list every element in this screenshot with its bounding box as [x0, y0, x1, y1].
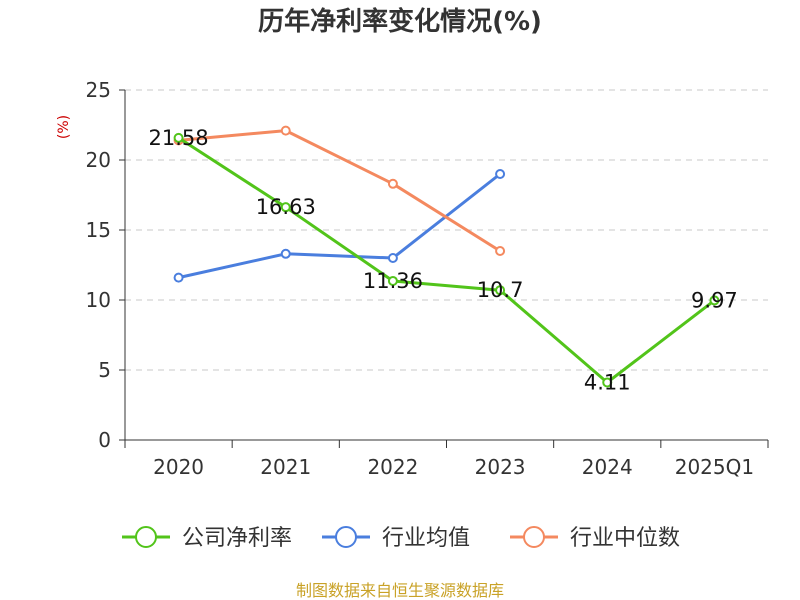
x-tick-label: 2021 — [260, 455, 311, 479]
data-label: 21.58 — [149, 126, 209, 150]
data-point — [495, 169, 506, 179]
data-point — [173, 132, 184, 143]
axes: 0 5 10 15 20 25 2020 2021 2022 2023 2024 2025Q1 — [86, 78, 769, 479]
legend-label: 公司净利率 — [182, 526, 292, 551]
legend-item-1[interactable]: 行业均值 — [322, 526, 470, 551]
data-point — [280, 202, 291, 213]
source-note: 制图数据来自恒生聚源数据库 — [296, 581, 504, 600]
data-point — [495, 246, 506, 256]
x-tick-label: 2023 — [475, 455, 526, 479]
series — [173, 125, 720, 388]
y-tick-label: 15 — [86, 218, 111, 242]
grid — [125, 89, 768, 371]
series-line-1 — [178, 172, 502, 280]
chart-title: 历年净利率变化情况(%) — [258, 6, 542, 37]
y-tick-label: 10 — [86, 288, 111, 312]
legend-item-2[interactable]: 行业中位数 — [510, 526, 680, 551]
data-labels: 21.58 16.63 11.36 10.7 4.11 9.97 — [149, 126, 738, 395]
series-line-0 — [177, 136, 716, 384]
y-tick-label: 25 — [86, 78, 111, 102]
x-tick-label: 2022 — [367, 455, 418, 479]
legend-label: 行业均值 — [382, 526, 470, 551]
data-point — [387, 275, 398, 286]
legend-marker — [135, 526, 157, 548]
x-tick-label: 2025Q1 — [675, 455, 754, 479]
data-point — [173, 272, 184, 283]
y-tick-label: 5 — [98, 358, 111, 382]
data-label: 11.36 — [363, 269, 423, 293]
data-label: 16.63 — [256, 195, 316, 219]
data-point — [495, 285, 506, 296]
x-tick-label: 2024 — [582, 455, 633, 479]
data-label: 10.7 — [477, 278, 524, 302]
y-tick-label: 0 — [98, 428, 111, 452]
legend: 公司净利率 行业均值 行业中位数 — [122, 526, 680, 551]
legend-marker — [335, 526, 357, 548]
data-point — [387, 178, 398, 189]
data-point — [280, 125, 291, 136]
data-point — [709, 295, 720, 306]
data-label: 9.97 — [691, 288, 738, 312]
data-label: 4.11 — [584, 370, 631, 394]
legend-item-0[interactable]: 公司净利率 — [122, 526, 292, 551]
y-axis-unit: (%) — [56, 115, 72, 139]
data-point — [387, 253, 398, 263]
data-point — [280, 248, 291, 259]
data-point — [602, 377, 613, 388]
legend-marker — [523, 526, 545, 548]
x-tick-label: 2020 — [153, 455, 204, 479]
legend-label: 行业中位数 — [570, 526, 680, 551]
y-tick-label: 20 — [86, 148, 111, 172]
series-line-2 — [178, 129, 501, 253]
